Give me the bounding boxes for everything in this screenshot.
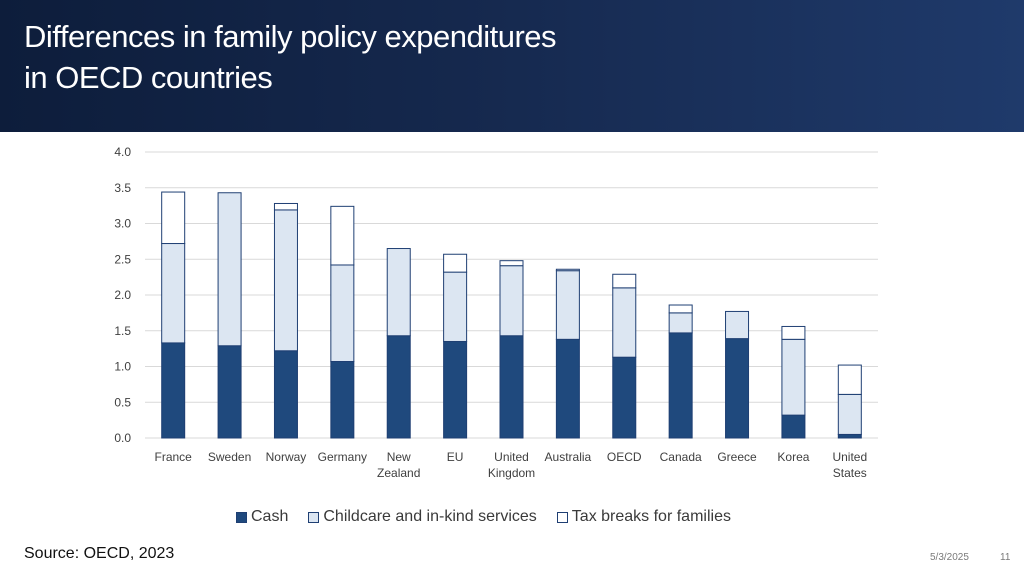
- title-banner: Differences in family policy expenditure…: [0, 0, 1024, 132]
- y-tick-label: 3.0: [114, 217, 131, 231]
- bar-tax: [330, 205, 355, 266]
- bar-cash: [499, 335, 524, 439]
- bar-tax: [555, 268, 580, 272]
- bar-tax: [837, 364, 862, 395]
- x-tick-label: EU: [447, 450, 464, 464]
- bar-childcare: [161, 243, 186, 344]
- chart-legend: Cash Childcare and in-kind services Tax …: [236, 508, 751, 526]
- bar-tax: [499, 260, 524, 267]
- slide-title: Differences in family policy expenditure…: [24, 16, 784, 98]
- legend-swatch-cash: [236, 511, 247, 523]
- slide-title-line-1: Differences in family policy expenditure…: [24, 19, 557, 54]
- y-tick-label: 1.5: [114, 324, 131, 338]
- legend-swatch-childcare: [308, 511, 320, 523]
- x-tick-label: New Zealand: [377, 450, 420, 480]
- x-tick-label-line: Korea: [777, 450, 809, 464]
- legend-label-cash: Cash: [251, 508, 289, 525]
- y-tick-label: 1.0: [114, 360, 131, 374]
- x-tick-label-line: Canada: [660, 450, 702, 464]
- bar-cash: [330, 360, 355, 439]
- bar-childcare: [837, 393, 862, 435]
- x-tick-label: France: [155, 450, 193, 464]
- bar-childcare: [725, 310, 750, 340]
- x-tick-label: Germany: [318, 450, 367, 464]
- x-tick-label-line: OECD: [607, 450, 642, 464]
- bar-tax: [781, 325, 806, 340]
- x-tick-label: Korea: [777, 450, 809, 464]
- bar-childcare: [217, 192, 242, 347]
- slide-title-line-2: in OECD countries: [24, 60, 273, 95]
- x-tick-label-line: New: [387, 450, 411, 464]
- bar-tax: [612, 273, 637, 289]
- x-tick-label: Sweden: [208, 450, 251, 464]
- bar-childcare: [499, 265, 524, 337]
- source-note: Source: OECD, 2023: [24, 545, 175, 562]
- bar-tax: [273, 202, 298, 211]
- bar-childcare: [273, 209, 298, 352]
- bar-cash: [386, 335, 411, 439]
- bar-cash: [837, 433, 862, 439]
- x-tick-label: Greece: [717, 450, 757, 464]
- slide-date: 5/3/2025: [930, 552, 969, 563]
- legend-item-childcare: Childcare and in-kind services: [308, 508, 537, 526]
- bar-childcare: [668, 312, 693, 334]
- bar-cash: [781, 414, 806, 439]
- x-tick-label: Canada: [660, 450, 702, 464]
- bar-childcare: [330, 264, 355, 362]
- x-tick-label: Norway: [266, 450, 307, 464]
- bar-childcare: [781, 338, 806, 416]
- x-tick-label: Australia: [545, 450, 592, 464]
- chart-area: 0.0 0.5 1.0 1.5 2.0 2.5 3.0 3.5 4.0 France Sweden N…: [88, 132, 885, 542]
- x-tick-label-line: United: [832, 450, 867, 464]
- bar-cash: [725, 338, 750, 439]
- bar-tax: [443, 253, 468, 273]
- y-tick-label: 0.5: [114, 395, 131, 409]
- x-tick-label-line: France: [155, 450, 193, 464]
- x-tick-label-line: Kingdom: [488, 466, 535, 480]
- x-tick-label: United States: [832, 450, 867, 480]
- bar-cash: [217, 345, 242, 439]
- bar-childcare: [555, 270, 580, 340]
- y-tick-label: 2.5: [114, 252, 131, 266]
- legend-swatch-tax: [556, 511, 568, 523]
- bar-childcare: [612, 287, 637, 358]
- bar-tax: [668, 304, 693, 314]
- stacked-bar-chart: 0.0 0.5 1.0 1.5 2.0 2.5 3.0 3.5 4.0 France Sweden N…: [114, 145, 878, 480]
- x-tick-label-line: Zealand: [377, 466, 420, 480]
- y-tick-label: 4.0: [114, 145, 131, 159]
- bar-cash: [443, 340, 468, 439]
- x-tick-label: United Kingdom: [488, 450, 535, 480]
- x-tick-label-line: Sweden: [208, 450, 251, 464]
- bar-childcare: [386, 248, 411, 337]
- bar-tax: [161, 191, 186, 245]
- x-tick-label-line: Norway: [266, 450, 307, 464]
- x-tick-label-line: United: [494, 450, 529, 464]
- y-tick-label: 3.5: [114, 181, 131, 195]
- x-tick-label-line: EU: [447, 450, 464, 464]
- x-tick-label-line: States: [833, 466, 867, 480]
- bar-cash: [668, 332, 693, 439]
- bar-childcare: [443, 271, 468, 342]
- legend-item-tax: Tax breaks for families: [556, 508, 731, 526]
- x-tick-label-line: Australia: [545, 450, 592, 464]
- x-tick-label-line: Germany: [318, 450, 367, 464]
- bar-cash: [612, 356, 637, 439]
- slide-page-number: 11: [1000, 552, 1011, 563]
- y-tick-label: 0.0: [114, 431, 131, 445]
- legend-item-cash: Cash: [236, 508, 288, 526]
- x-tick-label-line: Greece: [717, 450, 757, 464]
- x-tick-label: OECD: [607, 450, 642, 464]
- legend-label-tax: Tax breaks for families: [571, 508, 731, 525]
- y-tick-label: 2.0: [114, 288, 131, 302]
- legend-label-childcare: Childcare and in-kind services: [323, 508, 537, 525]
- bar-cash: [161, 342, 186, 439]
- bar-cash: [273, 350, 298, 439]
- bar-cash: [555, 338, 580, 439]
